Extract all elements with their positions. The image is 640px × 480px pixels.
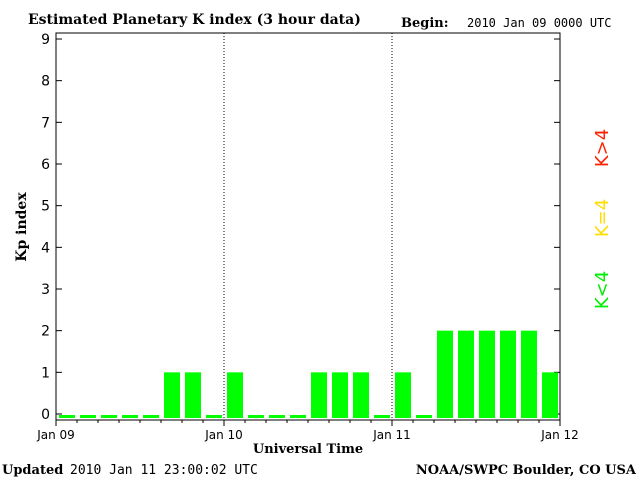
bars-group xyxy=(59,330,558,418)
y-tick-label: 8 xyxy=(41,74,50,90)
kp-bar xyxy=(185,372,201,418)
kp-bar xyxy=(479,330,495,418)
source-credit: NOAA/SWPC Boulder, CO USA xyxy=(416,463,637,478)
y-tick-label: 1 xyxy=(41,365,50,381)
kp-bar xyxy=(521,330,537,418)
x-axis-ticks: Jan 09 Jan 10 Jan 11 Jan 12 xyxy=(36,420,579,442)
y-tick-label: 2 xyxy=(41,324,50,340)
y-tick-label: 5 xyxy=(41,199,50,215)
x-axis-label: Universal Time xyxy=(253,442,363,457)
y-tick-label: 4 xyxy=(41,240,50,256)
updated-value: 2010 Jan 11 23:00:02 UTC xyxy=(70,463,258,478)
kp-bar xyxy=(458,330,474,418)
kp-bar xyxy=(164,372,180,418)
x-tick-label: Jan 11 xyxy=(372,428,411,442)
x-tick-label: Jan 10 xyxy=(204,428,243,442)
kp-bar xyxy=(374,415,390,418)
x-tick-label: Jan 09 xyxy=(36,428,75,442)
y-tick-label: 0 xyxy=(41,407,50,423)
begin-label: Begin: xyxy=(401,16,449,31)
begin-value: 2010 Jan 09 0000 UTC xyxy=(467,16,612,30)
legend-item: K=4 xyxy=(592,199,613,237)
kp-bar xyxy=(311,372,327,418)
day-dividers xyxy=(223,33,393,420)
x-tick-label: Jan 12 xyxy=(540,428,579,442)
legend-item: K>4 xyxy=(592,129,613,167)
y-tick-label: 6 xyxy=(41,157,50,173)
kp-bar xyxy=(80,415,96,418)
y-axis-label: Kp index xyxy=(14,192,30,262)
y-tick-label: 9 xyxy=(41,32,50,48)
y-axis-ticks: 0 1 2 3 4 5 6 7 8 9 xyxy=(41,32,560,423)
kp-bar xyxy=(395,372,411,418)
kp-bar xyxy=(437,330,453,418)
chart-title: Estimated Planetary K index (3 hour data… xyxy=(28,12,361,28)
kp-bar xyxy=(143,415,159,418)
kp-bar xyxy=(122,415,138,418)
legend-item: K<4 xyxy=(592,271,613,309)
kp-bar xyxy=(416,415,432,418)
legend: K>4 K=4 K<4 xyxy=(592,129,613,309)
kp-bar xyxy=(227,372,243,418)
kp-bar xyxy=(542,372,558,418)
kp-bar xyxy=(206,415,222,418)
kp-bar xyxy=(101,415,117,418)
y-tick-label: 7 xyxy=(41,115,50,131)
updated-label: Updated xyxy=(2,463,63,478)
kp-bar xyxy=(353,372,369,418)
kp-bar xyxy=(500,330,516,418)
kp-bar xyxy=(59,415,75,418)
kp-bar xyxy=(290,415,306,418)
kp-bar xyxy=(248,415,264,418)
y-tick-label: 3 xyxy=(41,282,50,298)
kp-bar xyxy=(269,415,285,418)
kp-bar xyxy=(332,372,348,418)
